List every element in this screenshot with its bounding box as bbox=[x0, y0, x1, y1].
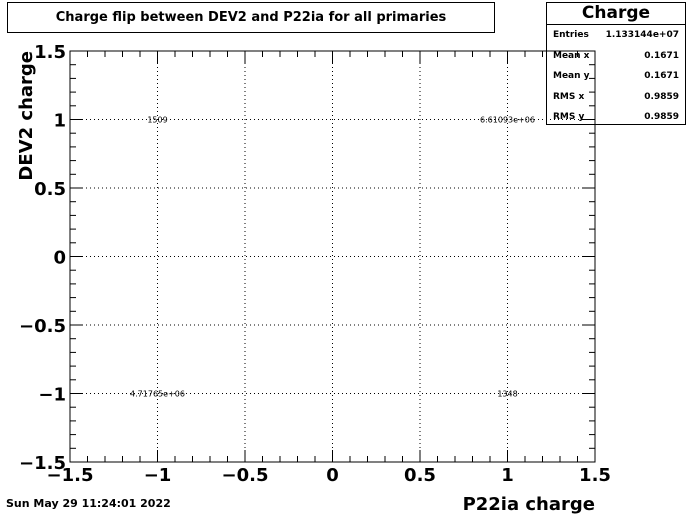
cell-value-label: 6.61093e+06 bbox=[480, 116, 535, 125]
x-tick-label: 0 bbox=[326, 465, 339, 486]
stats-row-rms-x: RMS x 0.9859 bbox=[547, 87, 685, 108]
stats-row-mean-x: Mean x 0.1671 bbox=[547, 46, 685, 67]
axis-ticks bbox=[69, 50, 596, 463]
x-tick-label: −0.5 bbox=[222, 465, 269, 486]
stats-value: 0.1671 bbox=[644, 50, 679, 61]
y-tick-label: 0.5 bbox=[34, 179, 66, 200]
y-tick-label: −1 bbox=[38, 385, 66, 406]
y-axis-title: DEV2 charge bbox=[16, 51, 37, 181]
stats-row-entries: Entries 1.133144e+07 bbox=[547, 25, 685, 46]
stats-title: Charge bbox=[547, 3, 685, 25]
stats-label: RMS x bbox=[553, 91, 585, 102]
footer-date: Sun May 29 11:24:01 2022 bbox=[6, 497, 171, 510]
stats-label: Mean x bbox=[553, 50, 590, 61]
x-tick-label: −1.5 bbox=[47, 465, 94, 486]
x-tick-label: 0.5 bbox=[404, 465, 436, 486]
plot-frame bbox=[69, 50, 596, 463]
stats-row-rms-y: RMS y 0.9859 bbox=[547, 107, 685, 128]
cell-value-label: 1348 bbox=[497, 390, 517, 399]
stats-value: 1.133144e+07 bbox=[605, 30, 679, 40]
y-tick-label: 1.5 bbox=[34, 42, 66, 63]
x-tick-label: 1 bbox=[501, 465, 514, 486]
x-tick-label: −1 bbox=[144, 465, 172, 486]
stats-value: 0.1671 bbox=[644, 71, 679, 81]
stats-row-mean-y: Mean y 0.1671 bbox=[547, 66, 685, 87]
grid bbox=[70, 51, 595, 462]
y-tick-label: −0.5 bbox=[19, 316, 66, 337]
tick-labels: −1.5 −1 −0.5 0 0.5 1 1.5 −1.5 −1 −0.5 0 0.5 1 1.5 bbox=[19, 42, 611, 486]
y-tick-label: 0 bbox=[53, 248, 66, 269]
stats-label: RMS y bbox=[553, 112, 585, 122]
stats-box: Charge Entries 1.133144e+07 Mean x 0.167… bbox=[546, 2, 686, 125]
cell-labels: 1509 6.61093e+06 4.71765e+06 1348 bbox=[130, 116, 535, 399]
cell-value-label: 1509 bbox=[147, 116, 167, 125]
x-tick-label: 1.5 bbox=[579, 465, 611, 486]
stats-value: 0.9859 bbox=[644, 91, 679, 102]
chart-title: Charge flip between DEV2 and P22ia for a… bbox=[7, 2, 495, 33]
x-axis-title: P22ia charge bbox=[463, 494, 595, 514]
stats-value: 0.9859 bbox=[644, 112, 679, 122]
stats-label: Mean y bbox=[553, 71, 590, 81]
y-tick-label: −1.5 bbox=[19, 453, 66, 474]
cell-value-label: 4.71765e+06 bbox=[130, 390, 185, 399]
stats-label: Entries bbox=[553, 30, 589, 40]
y-tick-label: 1 bbox=[53, 111, 66, 132]
